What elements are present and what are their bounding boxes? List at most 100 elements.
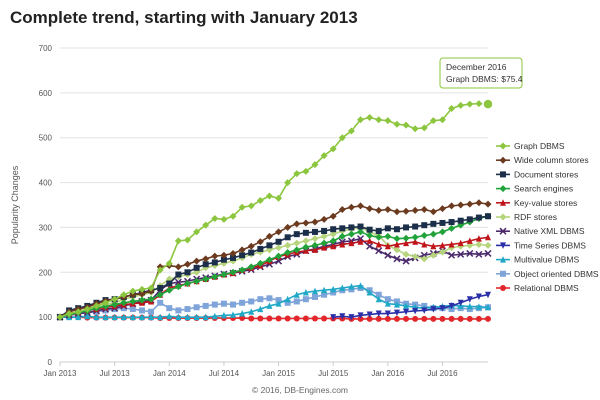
data-point-multivalue-dbms (284, 295, 291, 303)
data-point-relational-dbms (457, 315, 464, 322)
data-point-key-value-stores (321, 244, 328, 251)
legend-marker-graph-dbms (499, 142, 507, 150)
data-point-multivalue-dbms (475, 303, 482, 310)
data-point-relational-dbms (430, 315, 437, 322)
data-point-document-stores (457, 217, 464, 224)
y-tick-label: 0 (48, 358, 53, 367)
data-point-graph-dbms (429, 117, 437, 125)
legend: Graph DBMS Wide column stores Document sto… (496, 141, 599, 293)
data-point-object-oriented-dbms (302, 296, 309, 303)
data-point-search-engines (102, 302, 110, 310)
data-point-relational-dbms (375, 315, 382, 322)
data-point-search-engines (302, 243, 310, 251)
legend-label-time-series-dbms: Time Series DBMS (514, 240, 586, 250)
data-point-key-value-stores (339, 240, 346, 248)
data-point-wide-column-stores (438, 205, 446, 213)
data-point-wide-column-stores (457, 201, 465, 209)
data-point-search-engines (393, 235, 401, 243)
data-point-document-stores (330, 226, 337, 233)
data-point-multivalue-dbms (485, 303, 491, 311)
x-tick-label: Jul 2015 (318, 369, 349, 378)
data-point-wide-column-stores (129, 291, 137, 299)
data-point-rdf-stores (311, 235, 319, 243)
series-multivalue-dbms (57, 282, 491, 321)
legend-item-graph-dbms: Graph DBMS (496, 141, 565, 151)
tooltip-value: Graph DBMS: $75.4 (446, 74, 523, 84)
data-point-multivalue-dbms (302, 288, 309, 296)
data-point-relational-dbms (311, 315, 318, 322)
data-point-graph-dbms (229, 212, 237, 220)
data-point-graph-dbms (457, 101, 465, 109)
data-point-multivalue-dbms (166, 312, 173, 320)
data-point-search-engines (375, 233, 383, 241)
data-point-key-value-stores (448, 240, 455, 248)
data-point-rdf-stores (293, 239, 301, 247)
data-point-object-oriented-dbms (321, 291, 328, 298)
data-point-multivalue-dbms (148, 313, 155, 321)
data-point-multivalue-dbms (257, 305, 264, 313)
data-point-wide-column-stores (284, 223, 292, 231)
legend-item-search-engines: Search engines (496, 184, 573, 194)
data-point-wide-column-stores (202, 255, 210, 263)
data-point-wide-column-stores (265, 232, 273, 240)
data-point-graph-dbms (247, 202, 255, 210)
data-point-graph-dbms (65, 310, 73, 318)
data-point-wide-column-stores (375, 206, 383, 214)
data-point-key-value-stores (348, 239, 355, 247)
data-point-multivalue-dbms (403, 302, 410, 309)
data-point-search-engines (147, 295, 155, 303)
data-point-search-engines (329, 237, 337, 245)
data-point-wide-column-stores (466, 200, 474, 208)
data-point-graph-dbms (211, 214, 219, 222)
data-point-graph-dbms (102, 299, 110, 307)
data-point-graph-dbms (156, 266, 164, 274)
data-point-graph-dbms (174, 237, 182, 245)
data-point-document-stores (485, 213, 491, 220)
data-point-search-engines (320, 239, 328, 247)
series-time-series-dbms (330, 291, 491, 321)
legend-marker-search-engines (499, 185, 507, 193)
data-point-object-oriented-dbms (293, 298, 300, 305)
data-point-multivalue-dbms (84, 312, 91, 320)
data-point-relational-dbms (439, 315, 446, 322)
data-point-wide-column-stores (174, 263, 182, 271)
data-point-multivalue-dbms (138, 313, 145, 321)
data-point-multivalue-dbms (466, 302, 473, 310)
data-point-rdf-stores (402, 250, 410, 258)
data-point-search-engines (357, 228, 365, 236)
data-point-object-oriented-dbms (148, 308, 155, 315)
data-point-document-stores (257, 245, 264, 252)
data-point-document-stores (475, 214, 482, 221)
data-point-object-oriented-dbms (166, 305, 173, 312)
data-point-search-engines (129, 297, 137, 305)
legend-item-multivalue-dbms: Multivalue DBMS (496, 255, 580, 265)
data-point-search-engines (420, 232, 428, 240)
data-point-document-stores (239, 252, 246, 259)
data-point-key-value-stores (311, 246, 318, 253)
legend-item-rdf-stores: RDF stores (496, 212, 557, 222)
data-point-document-stores (466, 216, 473, 223)
legend-item-object-oriented-dbms: Object oriented DBMS (496, 269, 599, 279)
data-point-native-xml-dbms (366, 242, 374, 250)
data-point-wide-column-stores (484, 200, 492, 208)
data-point-document-stores (302, 229, 309, 236)
data-point-graph-dbms (438, 116, 446, 124)
y-tick-label: 300 (39, 223, 53, 232)
data-point-graph-dbms (83, 305, 91, 313)
data-point-wide-column-stores (366, 205, 374, 213)
legend-label-graph-dbms: Graph DBMS (514, 141, 565, 151)
data-point-key-value-stores (384, 242, 391, 250)
data-point-object-oriented-dbms (384, 296, 391, 303)
data-point-graph-dbms (338, 134, 346, 142)
data-point-wide-column-stores (302, 219, 310, 227)
data-point-search-engines (265, 256, 273, 264)
data-point-multivalue-dbms (311, 287, 318, 295)
data-point-search-engines (293, 246, 301, 254)
data-point-wide-column-stores (220, 251, 228, 259)
legend-marker-wide-column-stores (499, 156, 507, 164)
data-point-document-stores (166, 280, 173, 287)
data-point-wide-column-stores (238, 246, 246, 254)
data-point-wide-column-stores (311, 218, 319, 226)
data-point-key-value-stores (421, 240, 428, 248)
data-point-document-stores (175, 271, 182, 278)
